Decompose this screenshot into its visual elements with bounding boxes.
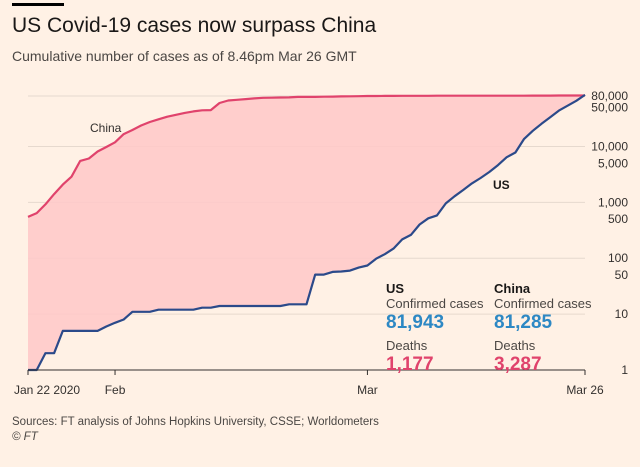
y-tick-label: 100	[608, 251, 628, 265]
stats-us-confirmed-value: 81,943	[386, 312, 445, 333]
source-note: Sources: FT analysis of Johns Hopkins Un…	[12, 416, 379, 428]
series-label-us: US	[493, 178, 510, 192]
x-tick-label: Jan 22 2020	[14, 383, 80, 397]
x-tick-label: Mar	[357, 383, 378, 397]
series-line-china	[27, 94, 585, 218]
y-tick-label: 500	[608, 212, 628, 226]
series-lines	[27, 93, 586, 372]
y-tick-label: 50,000	[591, 100, 628, 114]
x-axis-ticks: Jan 22 2020 Feb Mar Mar 26	[14, 370, 604, 397]
y-tick-label: 1	[621, 363, 628, 377]
y-tick-label: 10,000	[591, 139, 628, 153]
stats-china-confirmed-value: 81,285	[494, 312, 553, 333]
x-tick-label: Feb	[105, 383, 126, 397]
y-tick-label: 50	[615, 268, 629, 282]
y-tick-label: 10	[615, 307, 629, 321]
stats-china: China Confirmed cases 81,285 Deaths 3,28…	[494, 281, 614, 376]
stats-us-confirmed-label: Confirmed cases	[386, 296, 484, 311]
x-tick-label: Mar 26	[566, 383, 604, 397]
stats-china-deaths-value: 3,287	[494, 354, 542, 375]
stats-us: US Confirmed cases 81,943 Deaths 1,177	[386, 281, 506, 376]
chart-title: US Covid-19 cases now surpass China	[12, 14, 377, 37]
area-between-series	[28, 94, 585, 371]
chart-subtitle: Cumulative number of cases as of 8.46pm …	[12, 48, 357, 64]
stats-us-country: US	[386, 281, 405, 296]
stats-us-deaths-value: 1,177	[386, 354, 434, 375]
stats-china-deaths-label: Deaths	[494, 338, 536, 353]
series-line-us	[28, 93, 586, 372]
copyright: © FT	[12, 431, 38, 443]
stats-china-confirmed-label: Confirmed cases	[494, 296, 592, 311]
y-tick-label: 80,000	[591, 89, 628, 103]
header-accent-bar	[12, 3, 64, 6]
stats-china-country: China	[494, 281, 531, 296]
series-label-china: China	[90, 121, 122, 135]
y-tick-label: 5,000	[598, 156, 628, 170]
stats-us-deaths-label: Deaths	[386, 338, 428, 353]
y-tick-label: 1,000	[598, 195, 628, 209]
